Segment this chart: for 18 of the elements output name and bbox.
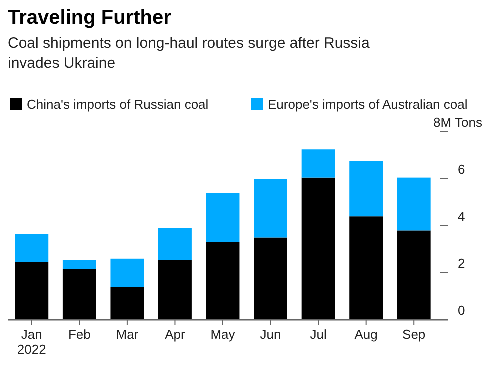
x-tick-label: Apr bbox=[165, 327, 186, 342]
x-tick-label: Jan 2022 bbox=[17, 327, 46, 357]
chart-subtitle: Coal shipments on long-haul routes surge after Russia invades Ukraine bbox=[8, 35, 371, 72]
chart-title: Traveling Further bbox=[8, 7, 172, 29]
y-tick-label: 6 bbox=[458, 162, 466, 177]
legend-label: China's imports of Russian coal bbox=[27, 97, 209, 112]
y-tick-label: 4 bbox=[458, 209, 466, 224]
x-tick-label: Feb bbox=[68, 327, 91, 342]
y-tick-label: 0 bbox=[458, 303, 466, 318]
x-tick-label: Jun bbox=[260, 327, 282, 342]
y-tick-label: 2 bbox=[458, 256, 466, 271]
x-tick-label: Aug bbox=[354, 327, 378, 342]
y-tick-label: 8M Tons bbox=[434, 115, 483, 130]
legend-label: Europe's imports of Australian coal bbox=[268, 97, 468, 112]
x-tick-label: Mar bbox=[116, 327, 140, 342]
x-tick-label: May bbox=[210, 327, 236, 342]
x-tick-label: Sep bbox=[402, 327, 426, 342]
x-tick-label: Jul bbox=[310, 327, 327, 342]
